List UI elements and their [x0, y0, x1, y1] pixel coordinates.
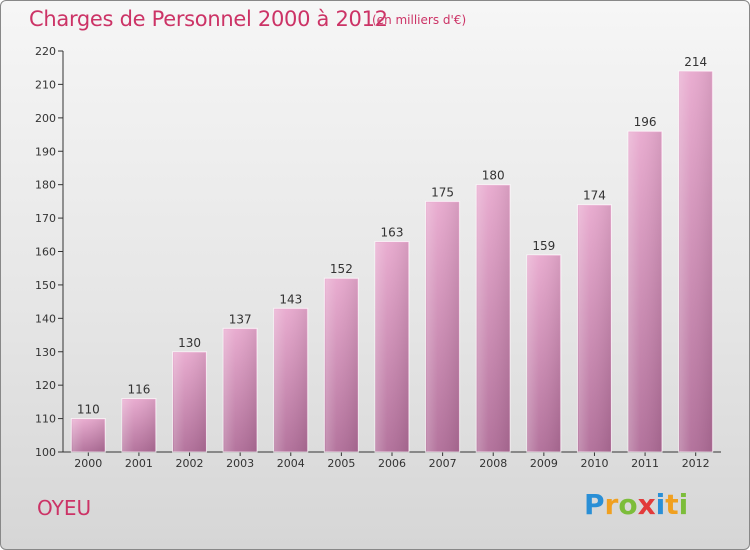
logo-letter: i: [655, 488, 666, 521]
y-tick-label: 220: [35, 45, 56, 58]
y-tick-label: 170: [35, 212, 56, 225]
x-tick-label: 2007: [429, 457, 457, 470]
y-tick-label: 160: [35, 246, 56, 259]
y-tick-label: 180: [35, 179, 56, 192]
x-tick-label: 2010: [580, 457, 608, 470]
bar-shine: [578, 205, 611, 452]
bar-value-label: 110: [77, 403, 100, 417]
x-tick-label: 2005: [327, 457, 355, 470]
y-tick-label: 130: [35, 346, 56, 359]
logo-letter: P: [584, 488, 605, 521]
bar-value-label: 174: [583, 189, 606, 203]
bar-value-label: 175: [431, 185, 454, 199]
logo-letter: o: [618, 488, 638, 521]
x-tick-label: 2008: [479, 457, 507, 470]
logo-letter: i: [678, 488, 689, 521]
bar-shine: [376, 242, 408, 452]
y-tick-label: 190: [35, 145, 56, 158]
logo-letter: t: [665, 488, 679, 521]
x-tick-label: 2009: [530, 457, 558, 470]
bar-value-label: 152: [330, 262, 353, 276]
bar-value-label: 130: [178, 336, 201, 350]
bar-value-label: 137: [229, 312, 252, 326]
bar-value-label: 214: [684, 55, 707, 69]
y-tick-label: 100: [35, 446, 56, 459]
bar-shine: [122, 399, 155, 452]
bar-value-label: 163: [381, 225, 404, 239]
x-tick-label: 2002: [176, 457, 204, 470]
y-tick-label: 150: [35, 279, 56, 292]
bar-shine: [629, 132, 662, 452]
bar-value-label: 159: [532, 239, 555, 253]
bar-shine: [477, 185, 510, 452]
bar-shine: [679, 72, 712, 453]
x-tick-label: 2006: [378, 457, 406, 470]
logo-letter: x: [637, 488, 656, 521]
bar-value-label: 196: [634, 115, 657, 129]
commune-name: OYEU: [37, 496, 92, 520]
x-tick-label: 2003: [226, 457, 254, 470]
chart-data-labels: 110 116 130 137 143 152 163 175 180 159 174 196 214: [77, 55, 707, 417]
bar-value-label: 180: [482, 169, 505, 183]
bar-shine: [527, 255, 560, 452]
y-tick-label: 120: [35, 379, 56, 392]
logo-letter: r: [604, 488, 619, 521]
bar-shine: [325, 279, 358, 452]
y-tick-label: 140: [35, 312, 56, 325]
x-tick-label: 2001: [125, 457, 153, 470]
y-tick-label: 210: [35, 78, 56, 91]
bar-shine: [426, 202, 459, 452]
x-tick-label: 2000: [74, 457, 102, 470]
chart-bars: [70, 70, 714, 453]
proxiti-logo: Proxiti: [584, 488, 688, 521]
y-tick-label: 200: [35, 112, 56, 125]
x-tick-label: 2011: [631, 457, 659, 470]
bar-value-label: 116: [127, 383, 150, 397]
x-tick-label: 2012: [682, 457, 710, 470]
chart-title: Charges de Personnel 2000 à 2012: [29, 7, 388, 31]
bar-shine: [274, 309, 307, 452]
bar-shine: [173, 352, 206, 452]
chart-subtitle: (en milliers d'€): [372, 13, 467, 27]
bar-shine: [224, 329, 257, 452]
bar-value-label: 143: [279, 292, 302, 306]
y-tick-label: 110: [35, 413, 56, 426]
bar-shine: [72, 419, 105, 452]
chart-axes: 100 110 120 130 140 150 160 170 180 190 200 210 220 2…: [35, 45, 721, 470]
x-tick-label: 2004: [277, 457, 305, 470]
